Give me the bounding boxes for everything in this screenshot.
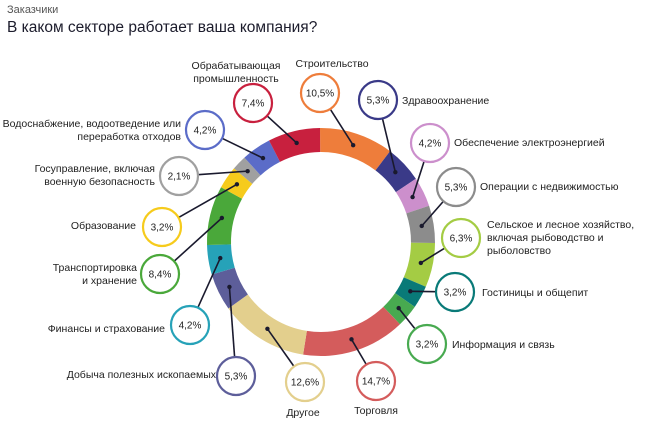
category-label: Другое bbox=[286, 407, 320, 419]
value-badge bbox=[434, 271, 476, 313]
donut-slice bbox=[269, 128, 321, 162]
leader-dot bbox=[410, 194, 415, 200]
leader-dot bbox=[418, 260, 424, 266]
value-label: 3,2% bbox=[416, 340, 439, 351]
leader-line bbox=[420, 247, 446, 264]
leader-dot bbox=[218, 255, 223, 261]
category-label: Госуправление, включая военную безопаснос… bbox=[35, 163, 156, 188]
value-label: 2,1% bbox=[168, 172, 191, 183]
leader-line bbox=[173, 217, 223, 262]
chart-title: В каком секторе работает ваша компания? bbox=[7, 19, 318, 36]
value-badge bbox=[169, 304, 211, 346]
value-badge bbox=[406, 323, 448, 365]
leader-line bbox=[381, 118, 397, 173]
leader-dot bbox=[419, 223, 424, 229]
leader-dot bbox=[408, 289, 413, 294]
category-label: Торговля bbox=[354, 405, 398, 417]
eyebrow-label: Заказчики bbox=[7, 4, 59, 16]
leader-line bbox=[398, 307, 416, 330]
donut-slice bbox=[228, 294, 307, 355]
leader-line bbox=[266, 328, 295, 367]
leader-dot bbox=[350, 143, 356, 148]
leader-dot bbox=[396, 305, 401, 311]
donut-slice bbox=[207, 187, 243, 245]
value-label: 10,5% bbox=[306, 89, 334, 100]
category-label: Операции с недвижимостью bbox=[480, 181, 619, 193]
value-label: 3,2% bbox=[151, 223, 174, 234]
leader-dot bbox=[245, 168, 250, 174]
leader-line bbox=[197, 257, 221, 309]
leader-line bbox=[421, 200, 445, 227]
value-badge bbox=[141, 206, 183, 248]
value-label: 4,2% bbox=[419, 139, 442, 150]
category-label: Обеспечение электроэнергией bbox=[454, 137, 605, 149]
category-label: Финансы и страхование bbox=[48, 323, 165, 335]
leader-dot bbox=[234, 182, 240, 187]
value-label: 4,2% bbox=[179, 321, 202, 332]
value-label: 8,4% bbox=[149, 270, 172, 281]
category-label: Добыча полезных ископаемых bbox=[67, 369, 217, 381]
category-label: Транспортировка и хранение bbox=[53, 262, 137, 287]
donut-slices bbox=[207, 128, 436, 357]
category-label: Образование bbox=[71, 220, 136, 232]
value-label: 6,3% bbox=[450, 234, 473, 245]
value-label: 5,3% bbox=[367, 96, 390, 107]
value-badges: 10,5% 5,3% 4,2% 5,3% 6,3% 3,2% 3,2% 14,7% 12,6% 5… bbox=[139, 72, 482, 403]
value-badge bbox=[435, 166, 477, 208]
value-badge bbox=[158, 155, 200, 197]
value-badge bbox=[299, 72, 341, 114]
category-label: Информация и связь bbox=[452, 339, 555, 351]
donut-slice bbox=[303, 306, 400, 357]
value-badge bbox=[232, 82, 274, 124]
value-badge bbox=[184, 109, 226, 151]
value-label: 3,2% bbox=[444, 288, 467, 299]
category-label: Водоснабжение, водоотведение или перерабо… bbox=[3, 118, 182, 143]
leader-line bbox=[329, 108, 354, 146]
value-badge bbox=[440, 217, 482, 259]
value-label: 4,2% bbox=[194, 126, 217, 137]
leader-line bbox=[221, 137, 264, 159]
leader-lines bbox=[173, 108, 446, 367]
leader-dot bbox=[393, 169, 398, 175]
value-badge bbox=[284, 361, 326, 403]
category-label: Сельское и лесное хозяйство, включая рыбо… bbox=[487, 219, 634, 257]
leader-line bbox=[411, 160, 425, 198]
donut-slice bbox=[403, 242, 435, 287]
leader-line bbox=[197, 170, 248, 176]
category-label: Гостиницы и общепит bbox=[482, 287, 588, 299]
category-label: Строительство bbox=[295, 58, 368, 70]
value-label: 5,3% bbox=[225, 372, 248, 383]
value-label: 14,7% bbox=[362, 377, 390, 388]
leader-dot bbox=[265, 326, 270, 331]
value-badge bbox=[139, 253, 181, 295]
leader-line bbox=[266, 115, 298, 144]
value-label: 5,3% bbox=[445, 183, 468, 194]
value-label: 7,4% bbox=[242, 99, 265, 110]
category-label: Обрабатывающая промышленность bbox=[192, 60, 281, 85]
category-label: Здравоохранение bbox=[402, 95, 489, 107]
leader-dot bbox=[294, 140, 299, 146]
category-labels: Строительство Здравоохранение Обеспечение … bbox=[3, 58, 634, 419]
value-badge bbox=[355, 360, 397, 402]
value-badge bbox=[409, 122, 451, 164]
value-label: 12,6% bbox=[291, 378, 319, 389]
leader-dot bbox=[227, 284, 232, 290]
leader-line bbox=[228, 286, 236, 358]
donut-slice bbox=[320, 128, 391, 171]
leader-dot bbox=[260, 155, 266, 161]
leader-line bbox=[350, 338, 368, 366]
leader-line bbox=[178, 183, 238, 219]
value-badge bbox=[357, 79, 399, 121]
leader-dot bbox=[219, 215, 225, 221]
value-badge bbox=[215, 355, 257, 397]
leader-dot bbox=[349, 337, 354, 342]
